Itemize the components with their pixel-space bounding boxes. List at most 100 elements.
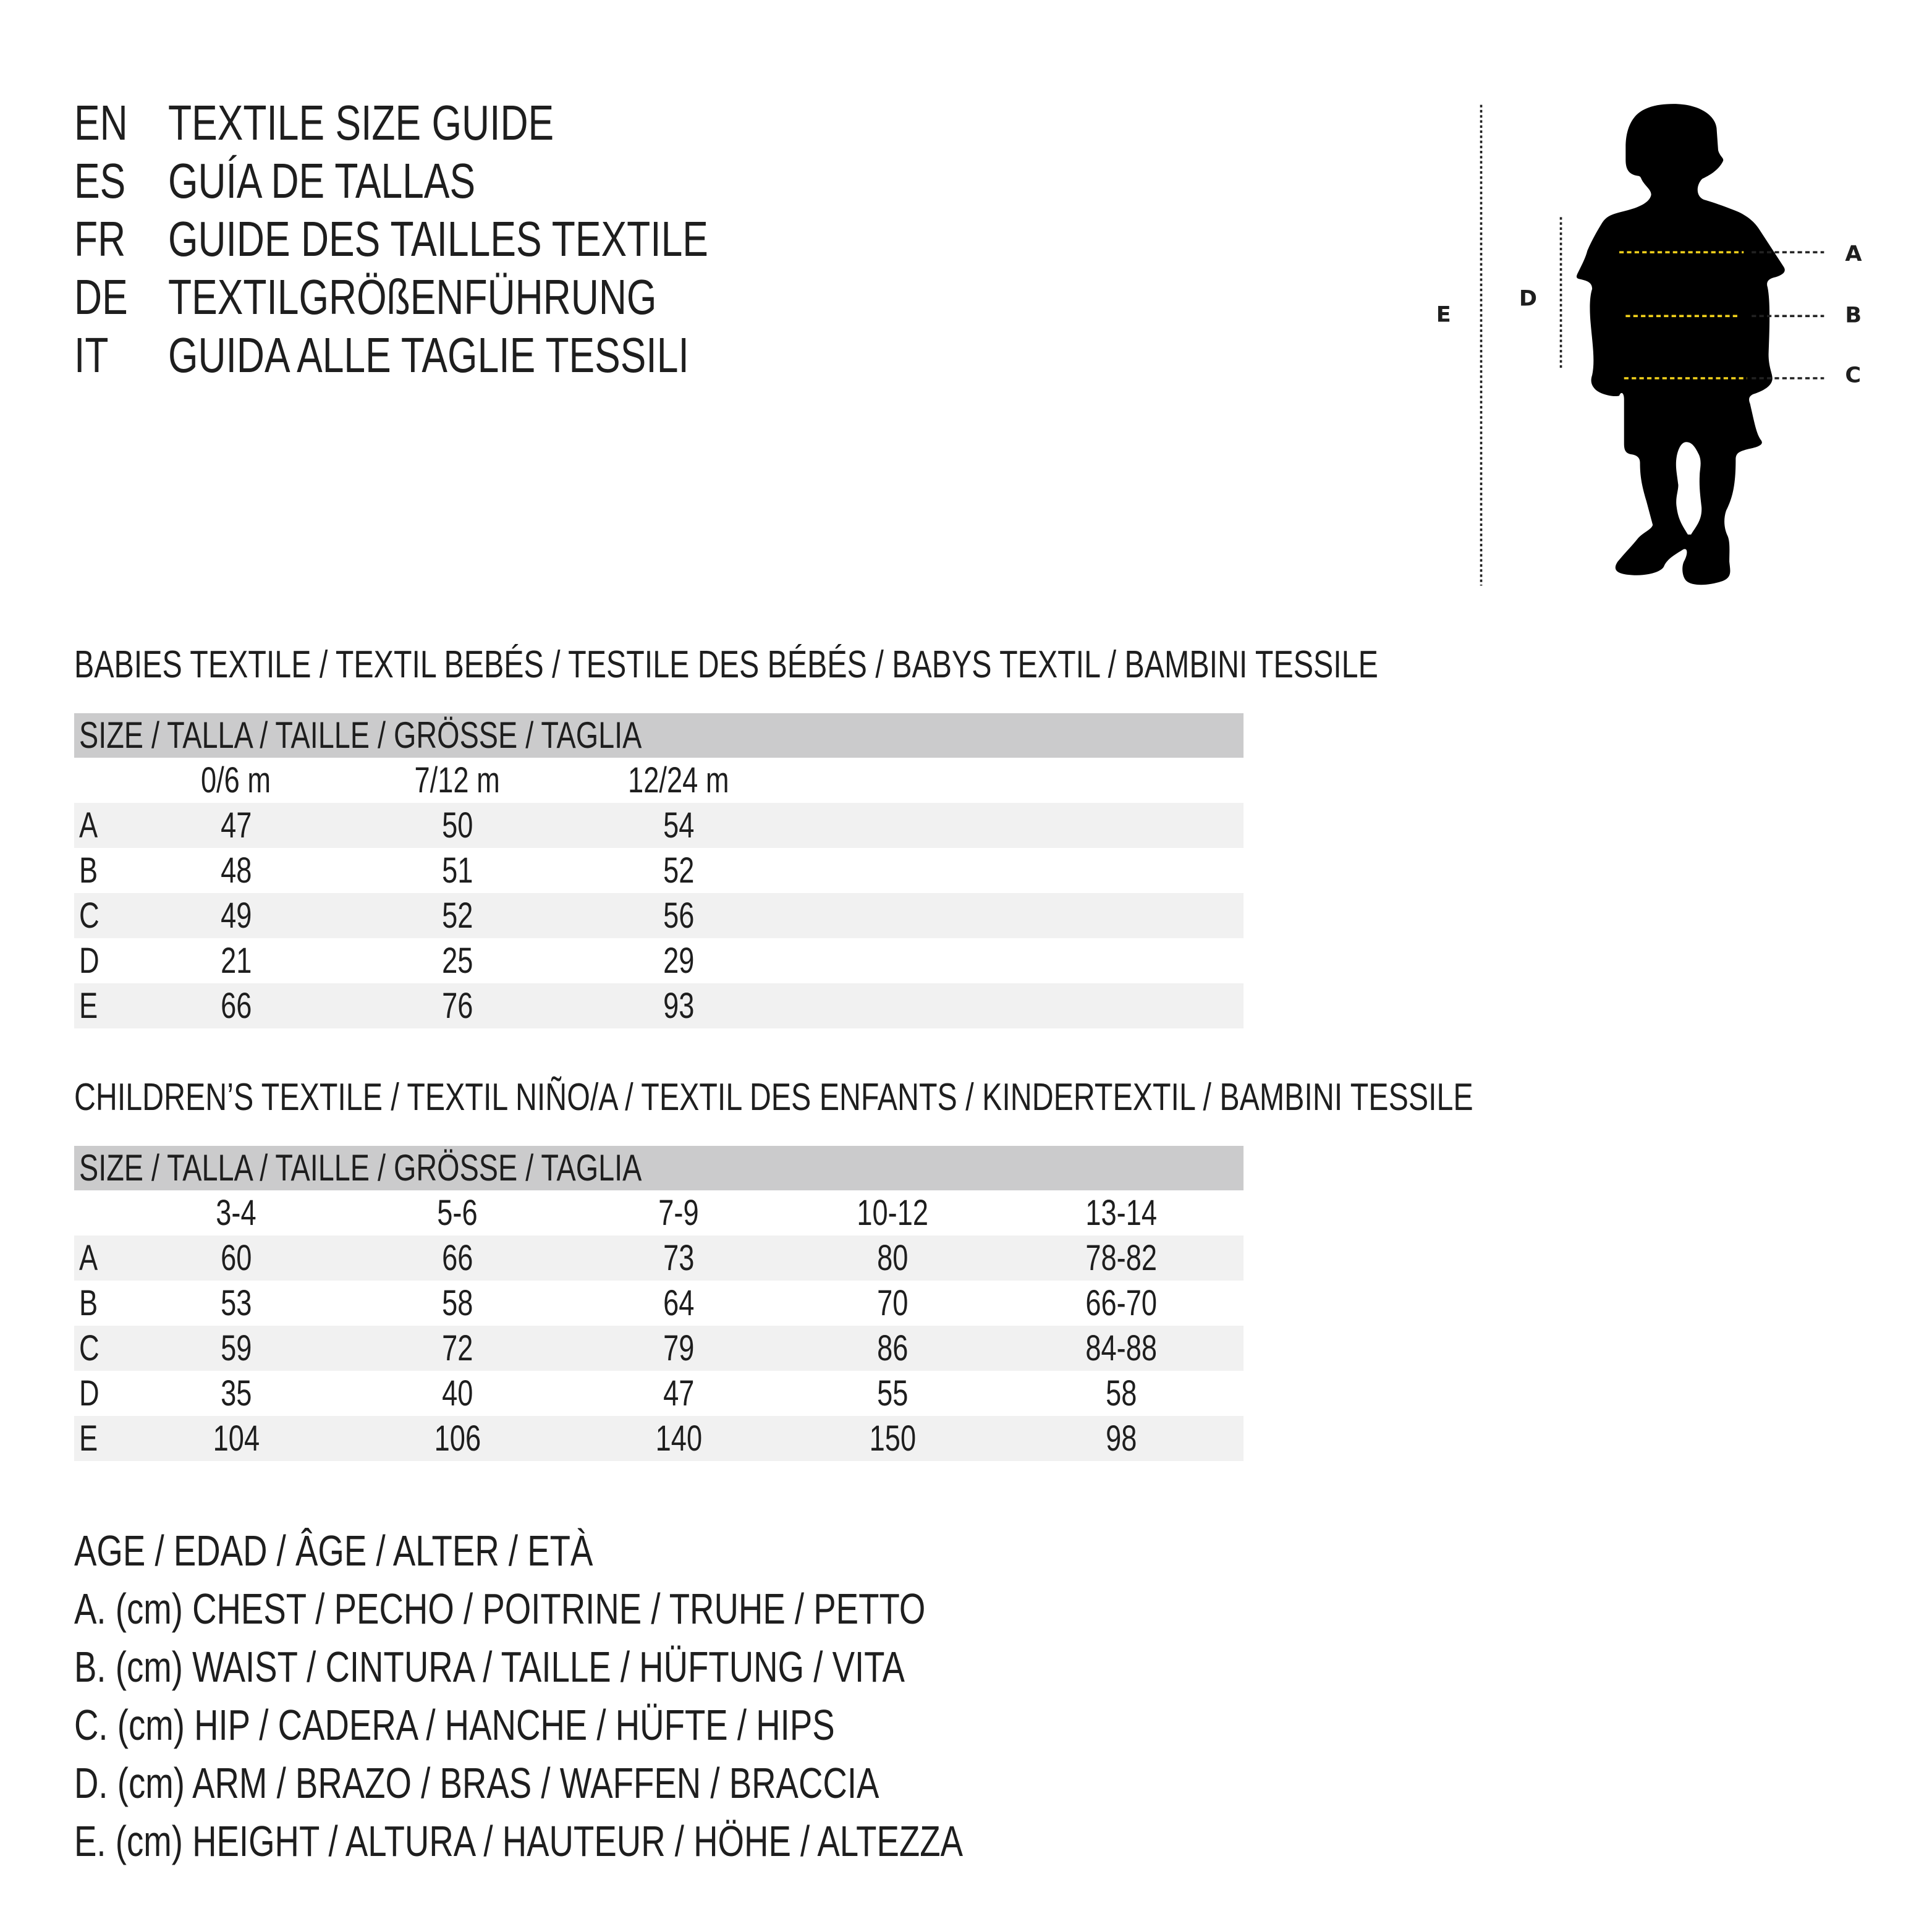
size-column-label: 10-12 — [857, 1193, 928, 1233]
table-cell: 55 — [800, 1371, 985, 1416]
legend-text: A. (cm) CHEST / PECHO / POITRINE / TRUHE… — [74, 1585, 926, 1633]
size-column-label: 3-4 — [216, 1193, 256, 1233]
size-header-text: SIZE / TALLA / TAILLE / GRÖSSE / TAGLIA — [79, 1147, 642, 1188]
table-cell: 49 — [143, 893, 329, 938]
table-cell-value: 52 — [441, 896, 473, 936]
table-cell-value: 60 — [220, 1238, 252, 1278]
children-section-title: CHILDREN’S TEXTILE / TEXTIL NIÑO/A / TEX… — [74, 1073, 1868, 1122]
table-cell: 66 — [143, 983, 329, 1028]
table-cell: 48 — [143, 848, 329, 893]
size-header-text: SIZE / TALLA / TAILLE / GRÖSSE / TAGLIA — [79, 714, 642, 756]
table-cell: 78-82 — [1028, 1235, 1214, 1281]
row-label-text: C — [79, 1328, 100, 1368]
legend-text: B. (cm) WAIST / CINTURA / TAILLE / HÜFTU… — [74, 1643, 905, 1691]
size-column-label: 7-9 — [658, 1193, 699, 1233]
table-cell-value: 58 — [441, 1283, 473, 1323]
table-cell: 70 — [800, 1281, 985, 1326]
language-code: EN — [74, 95, 128, 150]
table-row: E 104 106 140 150 98 — [74, 1416, 1244, 1461]
size-column-label: 0/6 m — [201, 760, 271, 800]
label-e: E — [1436, 302, 1451, 328]
table-row: E 66 76 93 — [74, 983, 1244, 1028]
table-cell: 25 — [365, 938, 550, 983]
row-label: D — [79, 1371, 105, 1416]
legend-line: AGE / EDAD / ÂGE / ALTER / ETÀ — [74, 1522, 739, 1580]
table-cell: 73 — [586, 1235, 771, 1281]
table-cell: 52 — [365, 893, 550, 938]
row-label-text: A — [79, 1238, 98, 1278]
title-text: GUIDA ALLE TAGLIE TESSILI — [168, 328, 689, 383]
size-column-header: 3-4 — [143, 1190, 329, 1235]
size-header-bar: SIZE / TALLA / TAILLE / GRÖSSE / TAGLIA — [74, 713, 1244, 758]
table-cell: 52 — [586, 848, 771, 893]
size-column-header: 7-9 — [586, 1190, 771, 1235]
table-cell: 86 — [800, 1326, 985, 1371]
row-label-text: E — [79, 986, 98, 1026]
table-cell-value: 106 — [434, 1418, 481, 1459]
table-cell: 47 — [586, 1371, 771, 1416]
size-column-header: 7/12 m — [365, 758, 550, 803]
table-cell: 51 — [365, 848, 550, 893]
legend-line: A. (cm) CHEST / PECHO / POITRINE / TRUHE… — [74, 1580, 1166, 1638]
table-cell: 58 — [365, 1281, 550, 1326]
legend-text: C. (cm) HIP / CADERA / HANCHE / HÜFTE / … — [74, 1701, 835, 1749]
row-label-text: B — [79, 1283, 98, 1323]
table-cell-value: 64 — [663, 1283, 695, 1323]
table-cell-value: 49 — [220, 896, 252, 936]
table-cell-value: 140 — [655, 1418, 702, 1459]
table-cell-value: 47 — [220, 805, 252, 845]
size-column-row: 0/6 m 7/12 m 12/24 m — [74, 758, 1244, 803]
table-cell-value: 84-88 — [1085, 1328, 1157, 1368]
legend-text: AGE / EDAD / ÂGE / ALTER / ETÀ — [74, 1527, 593, 1575]
table-cell-value: 72 — [441, 1328, 473, 1368]
table-cell-value: 40 — [441, 1373, 473, 1413]
table-cell-value: 78-82 — [1085, 1238, 1157, 1278]
size-column-label: 5-6 — [437, 1193, 478, 1233]
table-cell-value: 54 — [663, 805, 695, 845]
table-cell-value: 98 — [1105, 1418, 1137, 1459]
size-header-bar: SIZE / TALLA / TAILLE / GRÖSSE / TAGLIA — [74, 1146, 1244, 1190]
table-cell: 64 — [586, 1281, 771, 1326]
row-label: B — [79, 1281, 103, 1326]
table-cell-value: 53 — [220, 1283, 252, 1323]
child-silhouette-icon: A B C D E — [1436, 104, 1862, 586]
legend-line: E. (cm) HEIGHT / ALTURA / HAUTEUR / HÖHE… — [74, 1812, 1214, 1870]
babies-section-title: BABIES TEXTILE / TEXTIL BEBÉS / TESTILE … — [74, 640, 1746, 690]
size-column-label: 7/12 m — [414, 760, 501, 800]
table-cell-value: 50 — [441, 805, 473, 845]
table-cell: 60 — [143, 1235, 329, 1281]
table-cell-value: 58 — [1105, 1373, 1137, 1413]
legend-line: D. (cm) ARM / BRAZO / BRAS / WAFFEN / BR… — [74, 1754, 1106, 1812]
table-cell-value: 52 — [663, 850, 695, 891]
table-cell-value: 21 — [220, 941, 252, 981]
children-size-table: SIZE / TALLA / TAILLE / GRÖSSE / TAGLIA 3… — [74, 1146, 1244, 1461]
table-cell: 80 — [800, 1235, 985, 1281]
legend-text: E. (cm) HEIGHT / ALTURA / HAUTEUR / HÖHE… — [74, 1817, 964, 1865]
table-row: A 47 50 54 — [74, 803, 1244, 848]
table-row: B 48 51 52 — [74, 848, 1244, 893]
table-row: B 53 58 64 70 66-70 — [74, 1281, 1244, 1326]
row-label: D — [79, 938, 105, 983]
label-a: A — [1845, 241, 1862, 266]
table-cell-value: 66 — [441, 1238, 473, 1278]
table-cell-value: 80 — [876, 1238, 909, 1278]
label-d: D — [1519, 286, 1537, 311]
label-b: B — [1845, 303, 1862, 328]
table-cell: 66-70 — [1028, 1281, 1214, 1326]
legend-line: B. (cm) WAIST / CINTURA / TAILLE / HÜFTU… — [74, 1638, 1139, 1696]
table-cell: 58 — [1028, 1371, 1214, 1416]
size-column-row: 3-4 5-6 7-9 10-12 13-14 — [74, 1190, 1244, 1235]
size-column-header: 10-12 — [800, 1190, 985, 1235]
row-label-text: B — [79, 850, 98, 891]
table-cell: 150 — [800, 1416, 985, 1461]
table-cell: 47 — [143, 803, 329, 848]
table-cell: 106 — [365, 1416, 550, 1461]
table-row: C 49 52 56 — [74, 893, 1244, 938]
row-label: B — [79, 848, 103, 893]
table-cell: 29 — [586, 938, 771, 983]
table-cell-value: 79 — [663, 1328, 695, 1368]
table-cell: 72 — [365, 1326, 550, 1371]
table-cell-value: 73 — [663, 1238, 695, 1278]
children-title-text: CHILDREN’S TEXTILE / TEXTIL NIÑO/A / TEX… — [74, 1076, 1473, 1119]
legend-line: C. (cm) HIP / CADERA / HANCHE / HÜFTE / … — [74, 1696, 1049, 1754]
